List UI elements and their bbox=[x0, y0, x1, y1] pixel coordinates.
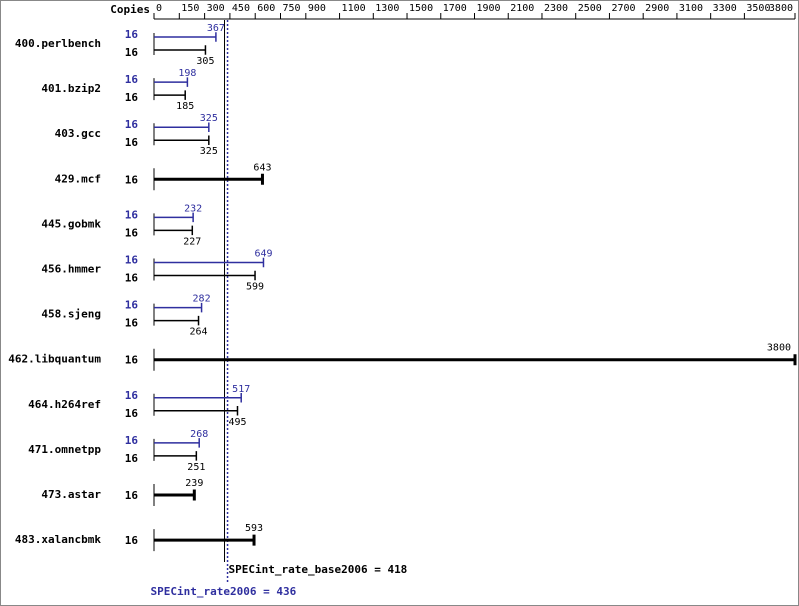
x-tick-label: 3300 bbox=[713, 3, 737, 14]
x-tick-label: 900 bbox=[308, 3, 326, 14]
bar bbox=[154, 354, 797, 366]
copies-label: 16 bbox=[125, 389, 139, 402]
bar bbox=[154, 135, 210, 145]
copies-label: 16 bbox=[125, 434, 139, 447]
value-label: 325 bbox=[200, 113, 218, 124]
category-label: 403.gcc bbox=[55, 127, 101, 140]
bar bbox=[154, 393, 242, 403]
category-label: 401.bzip2 bbox=[41, 82, 101, 95]
value-label: 232 bbox=[184, 203, 202, 214]
x-tick-label: 2700 bbox=[611, 3, 635, 14]
copies-label: 16 bbox=[125, 46, 139, 59]
category-label: 429.mcf bbox=[55, 172, 101, 185]
copies-label: 16 bbox=[125, 452, 139, 465]
value-label: 227 bbox=[183, 236, 201, 247]
bar bbox=[154, 173, 264, 185]
value-label: 325 bbox=[200, 146, 218, 157]
category-label: 473.astar bbox=[41, 488, 101, 501]
copies-label: 16 bbox=[125, 354, 139, 367]
bar bbox=[154, 122, 210, 132]
bar bbox=[154, 438, 200, 448]
value-label: 264 bbox=[190, 327, 208, 338]
category-label: 458.sjeng bbox=[41, 308, 101, 321]
bar bbox=[154, 270, 256, 281]
value-label: 185 bbox=[176, 101, 194, 112]
copies-label: 16 bbox=[125, 73, 139, 86]
copies-label: 16 bbox=[125, 317, 139, 330]
bar bbox=[154, 315, 200, 326]
copies-label: 16 bbox=[125, 226, 139, 239]
x-tick-label: 300 bbox=[207, 3, 225, 14]
x-tick-label: 1300 bbox=[375, 3, 399, 14]
bar bbox=[154, 451, 198, 461]
value-label: 593 bbox=[245, 523, 263, 534]
bar bbox=[154, 77, 189, 87]
copies-label: 16 bbox=[125, 407, 139, 420]
copies-label: 16 bbox=[125, 299, 139, 312]
category-label: 483.xalancbmk bbox=[15, 533, 101, 546]
copies-label: 16 bbox=[125, 28, 139, 41]
copies-label: 16 bbox=[125, 208, 139, 221]
bar bbox=[154, 257, 265, 268]
copies-label: 16 bbox=[125, 272, 139, 285]
value-label: 649 bbox=[254, 249, 272, 260]
copies-label: 16 bbox=[125, 91, 139, 104]
value-label: 3800 bbox=[767, 343, 791, 354]
x-tick-label: 750 bbox=[283, 3, 301, 14]
copies-label: 16 bbox=[125, 136, 139, 149]
value-label: 282 bbox=[193, 294, 211, 305]
value-label: 599 bbox=[246, 282, 264, 293]
x-tick-label: 1100 bbox=[342, 3, 366, 14]
bar bbox=[154, 45, 207, 55]
value-label: 495 bbox=[228, 417, 246, 428]
reference-label: SPECint_rate_base2006 = 418 bbox=[229, 563, 408, 576]
x-tick-label: 1500 bbox=[409, 3, 433, 14]
bar bbox=[154, 32, 217, 42]
value-label: 268 bbox=[190, 429, 208, 440]
x-tick-label: 2100 bbox=[510, 3, 534, 14]
value-label: 198 bbox=[178, 68, 196, 79]
x-tick-label: 1700 bbox=[443, 3, 467, 14]
bar bbox=[154, 302, 203, 313]
category-label: 456.hmmer bbox=[41, 263, 101, 276]
bar bbox=[154, 406, 239, 416]
category-label: 471.omnetpp bbox=[28, 443, 101, 456]
x-tick-label: 2500 bbox=[578, 3, 602, 14]
value-label: 239 bbox=[185, 478, 203, 489]
x-tick-label: 150 bbox=[181, 3, 199, 14]
category-label: 445.gobmk bbox=[41, 217, 101, 230]
bar bbox=[154, 90, 186, 100]
copies-label: 16 bbox=[125, 489, 139, 502]
x-tick-label: 1900 bbox=[477, 3, 501, 14]
x-tick-label: 600 bbox=[257, 3, 275, 14]
category-label: 464.h264ref bbox=[28, 398, 101, 411]
category-label: 462.libquantum bbox=[8, 353, 101, 366]
bar bbox=[154, 212, 194, 223]
value-label: 517 bbox=[232, 384, 250, 395]
x-tick-label: 3800 bbox=[769, 3, 793, 14]
x-tick-label: 3100 bbox=[679, 3, 703, 14]
x-tick-label: 2300 bbox=[544, 3, 568, 14]
bar bbox=[154, 534, 256, 546]
reference-label: SPECint_rate2006 = 436 bbox=[151, 585, 297, 598]
copies-label: 16 bbox=[125, 254, 139, 267]
bar bbox=[154, 489, 196, 501]
value-label: 251 bbox=[187, 462, 205, 473]
x-tick-label: 3500 bbox=[746, 3, 770, 14]
copies-label: 16 bbox=[125, 534, 139, 547]
value-label: 367 bbox=[207, 23, 225, 34]
copies-header: Copies bbox=[110, 3, 150, 16]
x-tick-label: 2900 bbox=[645, 3, 669, 14]
bar bbox=[154, 225, 194, 236]
copies-label: 16 bbox=[125, 173, 139, 186]
value-label: 643 bbox=[253, 162, 271, 173]
category-label: 400.perlbench bbox=[15, 37, 101, 50]
copies-label: 16 bbox=[125, 118, 139, 131]
x-tick-label: 450 bbox=[232, 3, 250, 14]
x-tick-label: 0 bbox=[156, 3, 162, 14]
value-label: 305 bbox=[196, 56, 214, 67]
